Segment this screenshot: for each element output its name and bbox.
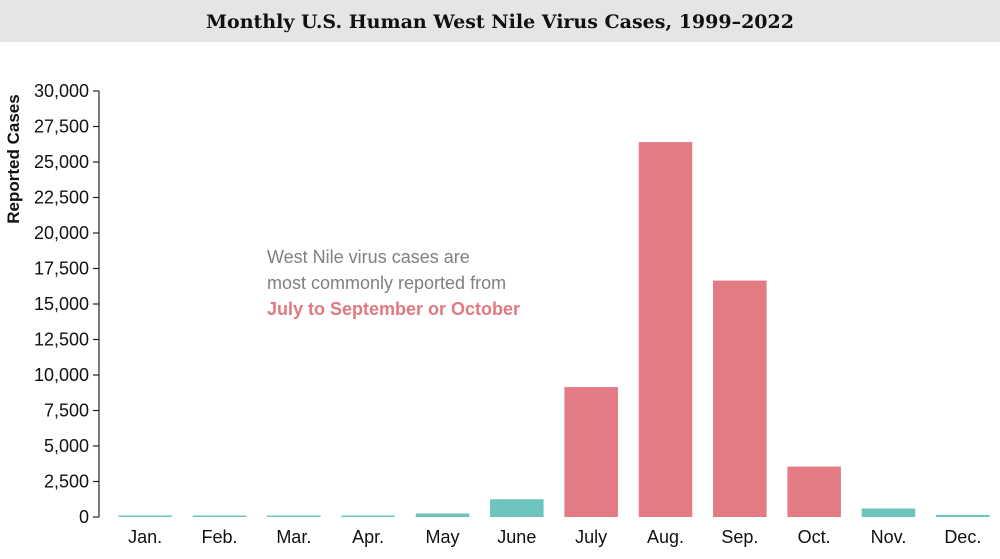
y-axis-title: Reported Cases xyxy=(4,94,23,223)
y-tick-label: 7,500 xyxy=(44,401,89,421)
bar xyxy=(564,387,618,517)
y-tick-label: 27,500 xyxy=(34,117,89,137)
y-tick-label: 0 xyxy=(79,507,89,527)
x-tick-label: June xyxy=(497,527,536,547)
y-tick-label: 17,500 xyxy=(34,259,89,279)
bar xyxy=(118,515,172,517)
x-tick-label: Apr. xyxy=(352,527,384,547)
x-tick-label: Oct. xyxy=(798,527,831,547)
annotation-line-2: most commonly reported from xyxy=(267,273,507,293)
bar xyxy=(192,515,247,517)
x-tick-label: Mar. xyxy=(276,527,311,547)
y-tick-label: 15,000 xyxy=(34,294,89,314)
y-tick-label: 25,000 xyxy=(34,152,89,172)
y-tick-label: 5,000 xyxy=(44,436,89,456)
bar xyxy=(713,280,767,517)
x-tick-label: Aug. xyxy=(647,527,684,547)
bar xyxy=(638,142,693,517)
chart-title: Monthly U.S. Human West Nile Virus Cases… xyxy=(206,11,794,33)
y-tick-label: 22,500 xyxy=(34,188,89,208)
x-tick-label: May xyxy=(425,527,459,547)
x-tick-label: Jan. xyxy=(128,527,162,547)
y-tick-label: 30,000 xyxy=(34,81,89,101)
bar xyxy=(490,499,544,517)
x-tick-label: Feb. xyxy=(201,527,237,547)
y-tick-label: 10,000 xyxy=(34,365,89,385)
bar xyxy=(341,515,395,517)
x-tick-label: July xyxy=(575,527,607,547)
annotation: West Nile virus cases are most commonly … xyxy=(267,244,520,322)
y-tick-label: 2,500 xyxy=(44,472,89,492)
bar xyxy=(861,508,916,517)
y-tick-label: 20,000 xyxy=(34,223,89,243)
y-tick-label: 12,500 xyxy=(34,330,89,350)
x-tick-label: Nov. xyxy=(871,527,907,547)
x-tick-label: Dec. xyxy=(944,527,981,547)
bar xyxy=(936,514,990,517)
bar xyxy=(267,515,321,517)
annotation-line-1: West Nile virus cases are xyxy=(267,247,470,267)
annotation-highlight: July to September or October xyxy=(267,299,521,319)
bar xyxy=(415,513,470,517)
bar xyxy=(787,466,841,517)
x-tick-label: Sep. xyxy=(721,527,758,547)
title-bar xyxy=(0,0,1000,42)
